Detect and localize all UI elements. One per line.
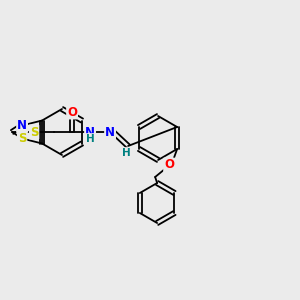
Text: S: S — [30, 125, 38, 139]
Text: N: N — [85, 125, 95, 139]
Text: S: S — [18, 132, 26, 145]
Text: H: H — [122, 148, 130, 158]
Text: H: H — [86, 134, 94, 144]
Text: N: N — [17, 119, 27, 132]
Text: N: N — [105, 125, 115, 139]
Text: O: O — [67, 106, 77, 118]
Text: O: O — [164, 158, 174, 172]
